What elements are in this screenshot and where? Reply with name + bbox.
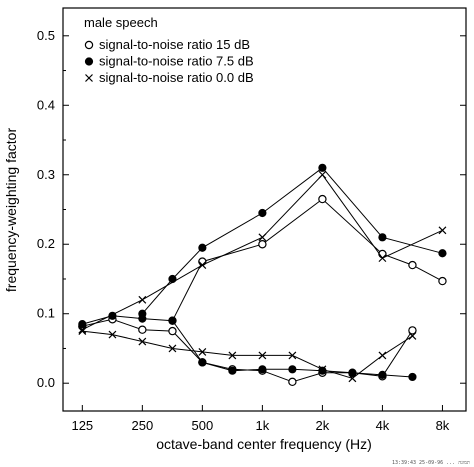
cross-stroke xyxy=(438,226,447,235)
cross-marker xyxy=(108,330,117,339)
cross-stroke xyxy=(348,374,357,383)
filled-circle-marker xyxy=(258,208,267,218)
cross-stroke xyxy=(378,351,387,360)
series-1 xyxy=(78,194,447,387)
filled-circle-marker xyxy=(348,368,357,377)
cross-stroke xyxy=(288,351,297,360)
cross-stroke xyxy=(378,254,387,263)
x-tick-label: 2k xyxy=(316,418,330,433)
cross-marker xyxy=(168,344,177,353)
legend-title: male speech xyxy=(84,15,158,30)
x-tick-label: 500 xyxy=(192,418,214,433)
x-tick-label: 4k xyxy=(376,418,390,433)
open-circle-marker xyxy=(408,260,417,270)
filled-circle-marker xyxy=(138,309,147,318)
cross-stroke xyxy=(228,351,237,360)
x-axis: 125 250 500 1k 2k 4k 8k xyxy=(71,405,450,433)
open-circle-marker xyxy=(258,240,267,249)
filled-circle-marker xyxy=(78,320,87,329)
cross-stroke xyxy=(168,344,177,353)
cross-stroke xyxy=(198,348,207,356)
y-tick-label: 0.0 xyxy=(37,375,55,390)
series-line xyxy=(82,315,413,378)
cross-marker xyxy=(198,261,207,270)
cross-marker xyxy=(288,351,297,360)
y-tick-label: 0.2 xyxy=(37,236,55,251)
cross-marker xyxy=(378,351,387,360)
cross-stroke xyxy=(138,337,147,346)
cross-stroke xyxy=(318,365,327,374)
filled-circle-marker xyxy=(438,249,447,258)
legend-entry: signal-to-noise ratio 7.5 dB xyxy=(99,54,254,69)
series-2 xyxy=(78,163,447,382)
cross-stroke xyxy=(318,170,327,179)
open-circle-marker xyxy=(168,326,177,336)
y-axis-label: frequency-weighting factor xyxy=(3,128,19,293)
x-tick-label: 8k xyxy=(436,418,450,433)
y-tick-label: 0.1 xyxy=(37,306,55,321)
cross-marker xyxy=(318,170,327,179)
timestamp-stamp: תמונה ... 25-09-96 13:39:43 xyxy=(392,460,470,466)
legend-entry: signal-to-noise ratio 0.0 dB xyxy=(99,70,254,85)
open-circle-marker xyxy=(408,326,417,335)
cross-marker xyxy=(408,332,417,340)
filled-circle-marker xyxy=(168,316,177,325)
filled-circle-marker xyxy=(84,57,94,66)
cross-stroke xyxy=(85,74,93,82)
y-axis: 0.0 0.1 0.2 0.3 0.4 0.5 xyxy=(37,28,466,390)
cross-marker xyxy=(378,254,387,263)
series-line xyxy=(82,330,413,379)
series-layer xyxy=(78,163,447,387)
filled-circle-marker xyxy=(288,365,297,374)
filled-circle-marker xyxy=(198,358,207,367)
filled-circle-marker xyxy=(258,365,267,374)
y-tick-label: 0.4 xyxy=(37,97,55,112)
cross-marker xyxy=(228,351,237,360)
cross-marker xyxy=(198,348,207,356)
y-tick-label: 0.5 xyxy=(37,28,55,43)
open-circle-marker xyxy=(288,377,297,387)
filled-circle-marker xyxy=(198,243,207,252)
series-line xyxy=(82,174,443,331)
cross-stroke xyxy=(138,295,147,304)
filled-circle-marker xyxy=(408,372,417,382)
filled-circle-marker xyxy=(378,233,387,242)
y-tick-label: 0.3 xyxy=(37,167,55,182)
x-tick-label: 125 xyxy=(71,418,93,433)
cross-marker xyxy=(348,374,357,383)
open-circle-marker xyxy=(318,194,327,204)
cross-marker xyxy=(138,295,147,304)
cross-stroke xyxy=(108,330,117,339)
cross-stroke xyxy=(408,332,417,340)
series-line xyxy=(82,318,413,383)
cross-marker xyxy=(258,351,267,360)
x-tick-label: 1k xyxy=(256,418,270,433)
filled-circle-marker xyxy=(228,366,237,375)
open-circle-marker xyxy=(438,276,447,286)
open-circle-marker xyxy=(84,40,94,50)
cross-marker xyxy=(78,325,87,334)
legend: male speech signal-to-noise ratio 15 dB si… xyxy=(84,15,254,85)
x-axis-label: octave-band center frequency (Hz) xyxy=(156,436,372,452)
filled-circle-marker xyxy=(318,163,327,172)
cross-stroke xyxy=(198,261,207,270)
x-tick-label: 250 xyxy=(131,418,153,433)
cross-marker xyxy=(318,365,327,374)
cross-stroke xyxy=(78,325,87,334)
cross-marker xyxy=(138,337,147,346)
filled-circle-marker xyxy=(378,370,387,379)
legend-entry: signal-to-noise ratio 15 dB xyxy=(99,37,250,52)
cross-marker xyxy=(85,74,93,82)
cross-marker xyxy=(438,226,447,235)
open-circle-marker xyxy=(138,325,147,334)
cross-stroke xyxy=(258,351,267,360)
cross-stroke xyxy=(258,233,267,242)
series-3 xyxy=(78,170,447,383)
cross-marker xyxy=(258,233,267,242)
